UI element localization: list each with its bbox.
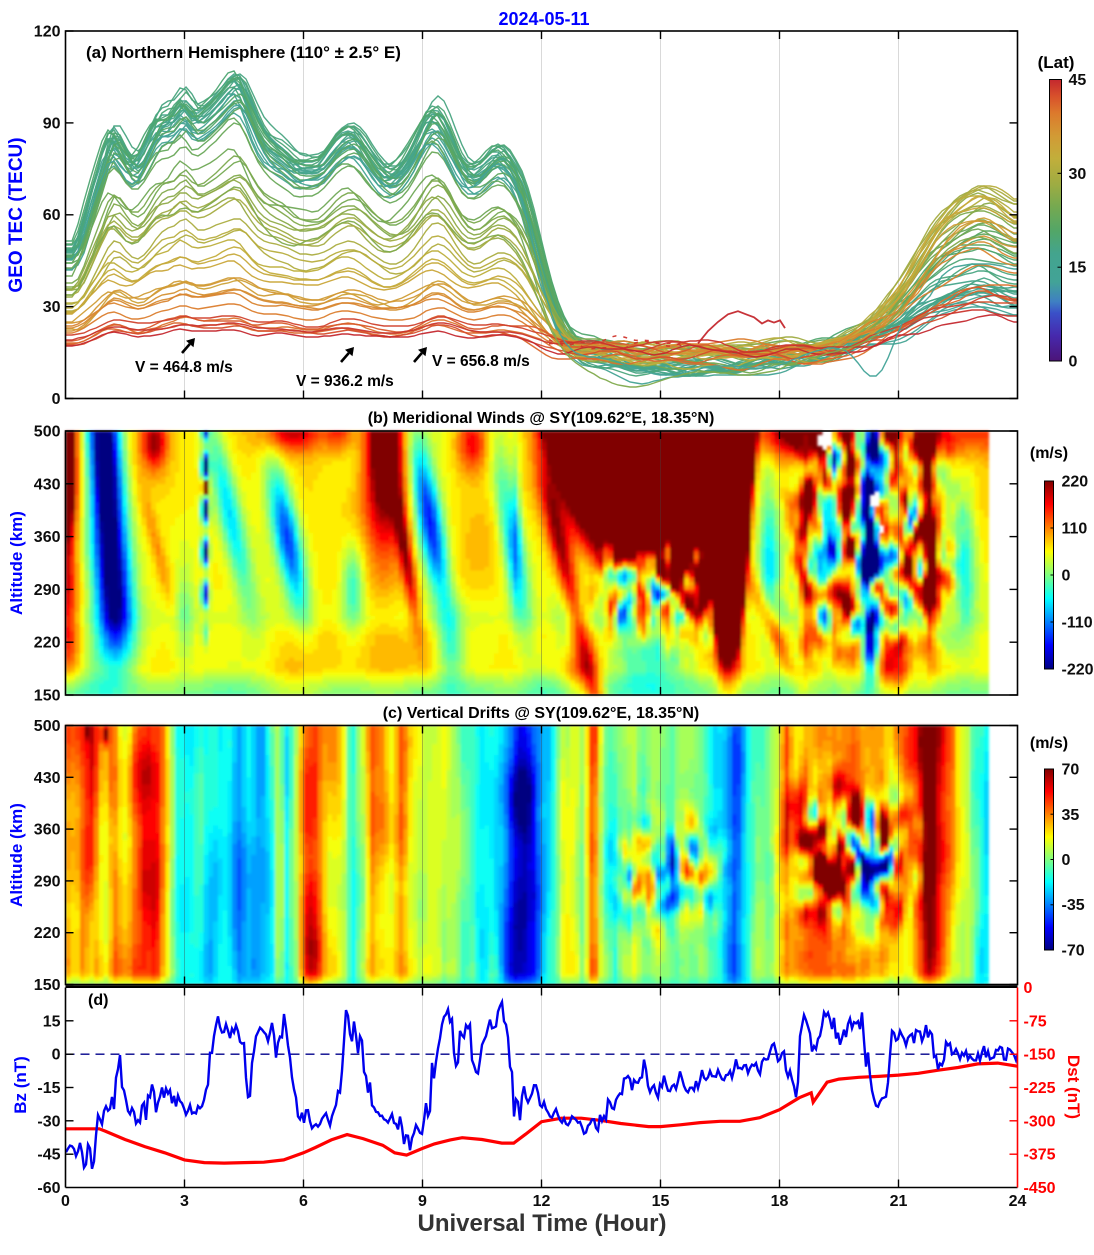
svg-text:110: 110 (1062, 521, 1088, 538)
svg-text:0: 0 (1062, 852, 1071, 869)
svg-text:-450: -450 (1024, 1180, 1056, 1197)
svg-text:120: 120 (34, 24, 61, 41)
svg-text:430: 430 (34, 770, 61, 787)
svg-text:21: 21 (890, 1193, 908, 1210)
svg-text:30: 30 (43, 299, 61, 316)
svg-text:60: 60 (43, 207, 61, 224)
svg-text:9: 9 (418, 1193, 427, 1210)
svg-text:0: 0 (61, 1193, 70, 1210)
svg-text:(b) Meridional Winds @ SY(109.: (b) Meridional Winds @ SY(109.62°E, 18.3… (368, 410, 715, 427)
svg-text:290: 290 (34, 582, 61, 599)
svg-text:-375: -375 (1024, 1147, 1056, 1164)
svg-text:15: 15 (652, 1193, 670, 1210)
svg-text:15: 15 (43, 1013, 61, 1030)
svg-text:-75: -75 (1024, 1013, 1047, 1030)
svg-text:45: 45 (1069, 72, 1087, 89)
svg-text:18: 18 (771, 1193, 789, 1210)
svg-text:GEO TEC (TECU): GEO TEC (TECU) (6, 137, 27, 292)
svg-text:6: 6 (299, 1193, 308, 1210)
svg-text:-45: -45 (37, 1147, 60, 1164)
svg-text:0: 0 (52, 1047, 61, 1064)
svg-text:Dst (nT): Dst (nT) (1064, 1055, 1083, 1119)
svg-text:70: 70 (1062, 762, 1080, 779)
svg-text:15: 15 (1069, 260, 1087, 277)
svg-text:(c) Vertical Drifts @ SY(109.6: (c) Vertical Drifts @ SY(109.62°E, 18.35… (383, 705, 700, 722)
svg-text:12: 12 (533, 1193, 551, 1210)
svg-text:Altitude (km): Altitude (km) (7, 803, 26, 907)
svg-text:2024-05-11: 2024-05-11 (498, 9, 589, 29)
svg-text:290: 290 (34, 873, 61, 890)
svg-text:220: 220 (34, 925, 61, 942)
svg-text:Altitude (km): Altitude (km) (7, 511, 26, 615)
svg-text:Bz (nT): Bz (nT) (11, 1056, 30, 1114)
svg-text:-35: -35 (1062, 897, 1085, 914)
svg-text:430: 430 (34, 476, 61, 493)
svg-text:220: 220 (1062, 474, 1089, 491)
svg-text:24: 24 (1009, 1193, 1027, 1210)
svg-text:0: 0 (1062, 568, 1071, 585)
svg-text:Universal Time (Hour): Universal Time (Hour) (418, 1210, 667, 1237)
svg-text:(d): (d) (88, 992, 108, 1009)
svg-text:500: 500 (34, 718, 61, 735)
svg-text:0: 0 (52, 391, 61, 408)
svg-text:90: 90 (43, 115, 61, 132)
svg-text:-70: -70 (1062, 943, 1085, 960)
svg-text:(m/s): (m/s) (1030, 735, 1068, 752)
svg-text:360: 360 (34, 529, 61, 546)
svg-text:0: 0 (1024, 980, 1033, 997)
svg-text:V = 464.8 m/s: V = 464.8 m/s (135, 359, 233, 376)
svg-text:-30: -30 (37, 1113, 60, 1130)
svg-text:V = 936.2 m/s: V = 936.2 m/s (296, 373, 394, 390)
svg-text:500: 500 (34, 424, 61, 441)
svg-text:35: 35 (1062, 807, 1080, 824)
svg-text:-60: -60 (37, 1180, 60, 1197)
svg-text:-300: -300 (1024, 1113, 1056, 1130)
svg-text:3: 3 (180, 1193, 189, 1210)
svg-text:-220: -220 (1062, 662, 1094, 679)
svg-text:(Lat): (Lat) (1038, 53, 1075, 72)
svg-text:-110: -110 (1062, 615, 1093, 632)
svg-text:-15: -15 (37, 1080, 60, 1097)
svg-text:30: 30 (1069, 166, 1087, 183)
svg-text:150: 150 (34, 688, 61, 705)
svg-text:-225: -225 (1024, 1080, 1056, 1097)
svg-text:(m/s): (m/s) (1030, 445, 1068, 462)
svg-text:360: 360 (34, 822, 61, 839)
svg-text:0: 0 (1069, 354, 1078, 371)
svg-text:150: 150 (34, 977, 61, 994)
svg-text:220: 220 (34, 635, 61, 652)
svg-text:V = 656.8 m/s: V = 656.8 m/s (432, 353, 530, 370)
svg-text:(a) Northern Hemisphere (110°: (a) Northern Hemisphere (110° ± 2.5° E) (86, 43, 401, 62)
svg-text:-150: -150 (1024, 1047, 1056, 1064)
